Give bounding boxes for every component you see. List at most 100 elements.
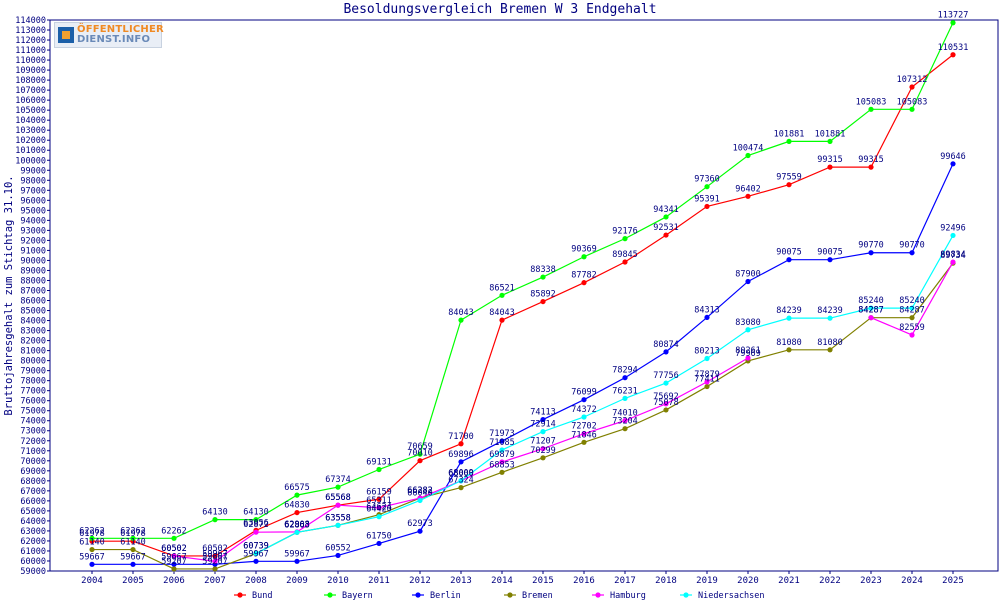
y-tick-label: 91000 <box>20 246 46 256</box>
data-point-bayern <box>827 138 833 145</box>
data-label-bund: 97559 <box>776 173 802 183</box>
data-label-bund: 92531 <box>653 223 679 233</box>
data-point-berlin <box>417 528 423 534</box>
series-line-bremen <box>92 262 954 570</box>
y-tick-label: 64000 <box>20 517 46 527</box>
data-label-bund: 60502 <box>202 544 228 554</box>
data-point-bund <box>499 317 505 323</box>
data-point-bayern <box>458 317 464 323</box>
data-label-niedersachsen: 60739 <box>243 542 269 552</box>
data-label-bund: 89845 <box>612 250 638 260</box>
y-tick-label: 88000 <box>20 276 46 286</box>
data-label-hamburg: 60502 <box>161 544 187 554</box>
data-point-niedersachsen <box>499 447 505 453</box>
data-point-berlin <box>581 397 587 403</box>
x-tick-label: 2010 <box>327 576 349 586</box>
data-label-niedersachsen: 80213 <box>694 346 720 356</box>
data-label-berlin: 59667 <box>79 552 105 562</box>
data-point-hamburg <box>212 558 218 564</box>
data-label-bremen: 84287 <box>858 306 884 316</box>
data-label-bund: 99315 <box>858 155 884 165</box>
data-label-bremen: 84287 <box>899 306 925 316</box>
axes: 5900060000610006200063000640006500066000… <box>3 16 999 586</box>
data-label-bremen: 59207 <box>161 557 187 567</box>
data-point-bremen <box>909 315 915 321</box>
data-label-bayern: 101881 <box>774 129 805 139</box>
data-label-niedersachsen: 84239 <box>817 306 843 316</box>
data-label-hamburg: 75692 <box>653 392 679 402</box>
data-point-bremen <box>663 407 669 413</box>
data-point-niedersachsen <box>745 327 751 333</box>
data-point-niedersachsen <box>663 380 669 386</box>
y-tick-label: 87000 <box>20 286 46 296</box>
data-point-bund <box>581 280 587 286</box>
data-point-bund <box>950 52 956 58</box>
x-tick-label: 2025 <box>942 576 964 586</box>
x-tick-label: 2004 <box>81 576 103 586</box>
data-point-hamburg <box>335 502 341 508</box>
y-tick-label: 102000 <box>15 136 46 146</box>
x-tick-label: 2018 <box>655 576 677 586</box>
data-label-hamburg: 65568 <box>325 493 351 503</box>
data-label-hamburg: 84287 <box>858 306 884 316</box>
data-point-niedersachsen <box>376 514 382 520</box>
data-label-berlin: 61750 <box>366 531 392 541</box>
data-label-berlin: 60552 <box>325 543 351 553</box>
data-label-bremen: 71846 <box>571 430 597 440</box>
y-tick-label: 69000 <box>20 467 46 477</box>
y-tick-label: 101000 <box>15 146 46 156</box>
data-label-bund: 110531 <box>938 43 969 53</box>
data-label-bayern: 90369 <box>571 245 597 255</box>
data-label-niedersachsen: 83080 <box>735 318 761 328</box>
x-tick-label: 2015 <box>532 576 554 586</box>
y-tick-label: 97000 <box>20 186 46 196</box>
data-label-berlin: 76099 <box>571 388 597 398</box>
data-label-hamburg: 82559 <box>899 323 925 333</box>
data-point-berlin <box>868 250 874 256</box>
y-tick-label: 78000 <box>20 377 46 387</box>
y-tick-label: 59000 <box>20 567 46 577</box>
data-label-bayern: 69131 <box>366 458 392 468</box>
x-tick-label: 2019 <box>696 576 718 586</box>
x-tick-label: 2011 <box>368 576 390 586</box>
data-point-berlin <box>909 250 915 256</box>
legend-marker <box>595 592 601 598</box>
data-label-bund: 87782 <box>571 271 597 281</box>
data-label-berlin: 62973 <box>407 519 433 529</box>
data-label-niedersachsen: 76231 <box>612 386 638 396</box>
data-label-bremen: 66282 <box>407 486 433 496</box>
data-label-niedersachsen: 71085 <box>489 438 515 448</box>
data-label-bund: 70010 <box>407 449 433 459</box>
data-label-bayern: 64130 <box>202 508 228 518</box>
y-tick-label: 80000 <box>20 357 46 367</box>
data-point-bund <box>909 84 915 90</box>
x-tick-label: 2006 <box>163 576 185 586</box>
data-point-bremen <box>581 439 587 445</box>
data-point-hamburg <box>499 459 505 465</box>
data-point-bayern <box>950 20 956 26</box>
data-point-bayern <box>130 535 136 541</box>
data-point-bund <box>212 553 218 559</box>
x-tick-label: 2012 <box>409 576 431 586</box>
y-tick-label: 114000 <box>15 16 46 26</box>
data-label-bremen: 61140 <box>120 538 146 548</box>
data-label-berlin: 99646 <box>940 152 966 162</box>
data-point-berlin <box>663 349 669 355</box>
y-tick-label: 107000 <box>15 86 46 96</box>
data-point-niedersachsen <box>868 305 874 311</box>
data-point-niedersachsen <box>786 315 792 321</box>
data-label-berlin: 90075 <box>817 248 843 258</box>
data-label-hamburg: 71207 <box>530 437 556 447</box>
data-label-bayern: 101881 <box>815 129 846 139</box>
data-label-niedersachsen: 92496 <box>940 223 966 233</box>
data-point-bremen <box>827 347 833 353</box>
legend-item-label: Niedersachsen <box>698 591 765 600</box>
data-point-bayern <box>294 492 300 498</box>
data-point-berlin <box>376 540 382 547</box>
data-label-niedersachsen: 85240 <box>899 296 925 306</box>
data-point-bremen <box>622 426 628 432</box>
data-label-hamburg: 62908 <box>284 520 310 530</box>
data-point-bayern <box>622 236 628 242</box>
data-point-bund <box>786 182 792 188</box>
x-tick-label: 2024 <box>901 576 923 586</box>
